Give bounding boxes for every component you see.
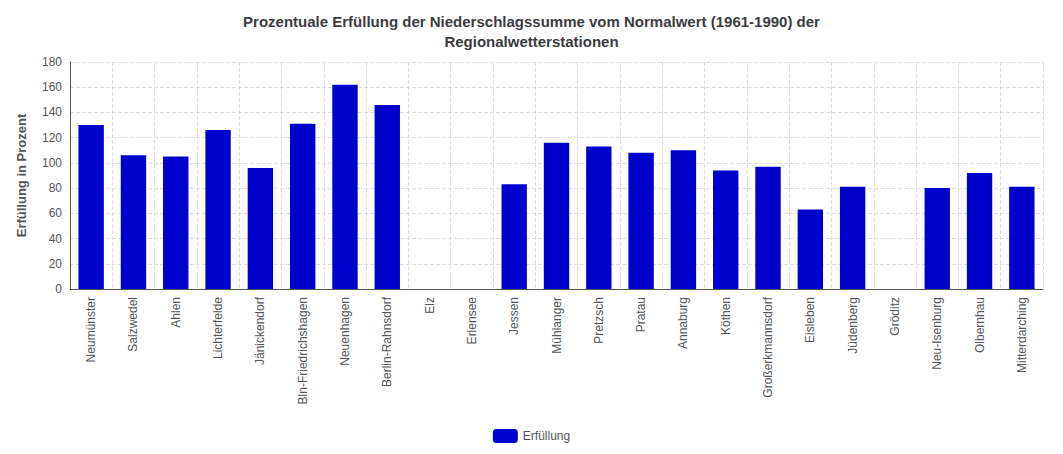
svg-text:Jüdenberg: Jüdenberg — [846, 297, 860, 354]
svg-text:Jänickendorf: Jänickendorf — [253, 296, 267, 365]
svg-text:Annaburg: Annaburg — [676, 297, 690, 349]
svg-text:Salzwedel: Salzwedel — [126, 297, 140, 352]
svg-text:Mitterdarching: Mitterdarching — [1015, 297, 1029, 373]
svg-text:160: 160 — [42, 80, 62, 94]
svg-text:60: 60 — [49, 206, 63, 220]
svg-text:Ahlen: Ahlen — [169, 297, 183, 328]
svg-text:Neu-Isenburg: Neu-Isenburg — [930, 297, 944, 370]
svg-text:Prozentuale Erfüllung der Nied: Prozentuale Erfüllung der Niederschlagss… — [243, 13, 820, 30]
svg-text:0: 0 — [55, 282, 62, 296]
svg-text:Neuenhagen: Neuenhagen — [338, 297, 352, 366]
svg-text:Bln-Friedrichshagen: Bln-Friedrichshagen — [296, 297, 310, 404]
svg-text:40: 40 — [49, 232, 63, 246]
svg-text:Köthen: Köthen — [719, 297, 733, 335]
svg-text:Großerkmannsdorf: Großerkmannsdorf — [761, 296, 775, 397]
svg-text:Gröditz: Gröditz — [888, 297, 902, 336]
svg-text:Neumünster: Neumünster — [84, 297, 98, 362]
svg-text:Olbernhau: Olbernhau — [973, 297, 987, 353]
svg-text:Pratau: Pratau — [634, 297, 648, 332]
svg-text:Erlensee: Erlensee — [465, 297, 479, 345]
svg-text:Lichterfelde: Lichterfelde — [211, 297, 225, 359]
svg-text:Regionalwetterstationen: Regionalwetterstationen — [444, 33, 618, 50]
svg-text:Erfüllung in Prozent: Erfüllung in Prozent — [14, 113, 29, 237]
svg-text:Jessen: Jessen — [507, 297, 521, 335]
svg-text:Eisleben: Eisleben — [803, 297, 817, 343]
svg-text:Berlin-Rahnsdorf: Berlin-Rahnsdorf — [380, 296, 394, 387]
svg-text:Mühlanger: Mühlanger — [550, 297, 564, 354]
svg-text:180: 180 — [42, 55, 62, 69]
svg-text:20: 20 — [49, 257, 63, 271]
svg-text:120: 120 — [42, 131, 62, 145]
svg-text:100: 100 — [42, 156, 62, 170]
svg-text:Elz: Elz — [423, 297, 437, 314]
svg-text:140: 140 — [42, 105, 62, 119]
svg-text:Pretzsch: Pretzsch — [592, 297, 606, 344]
svg-text:Erfüllung: Erfüllung — [523, 429, 570, 443]
svg-text:80: 80 — [49, 181, 63, 195]
